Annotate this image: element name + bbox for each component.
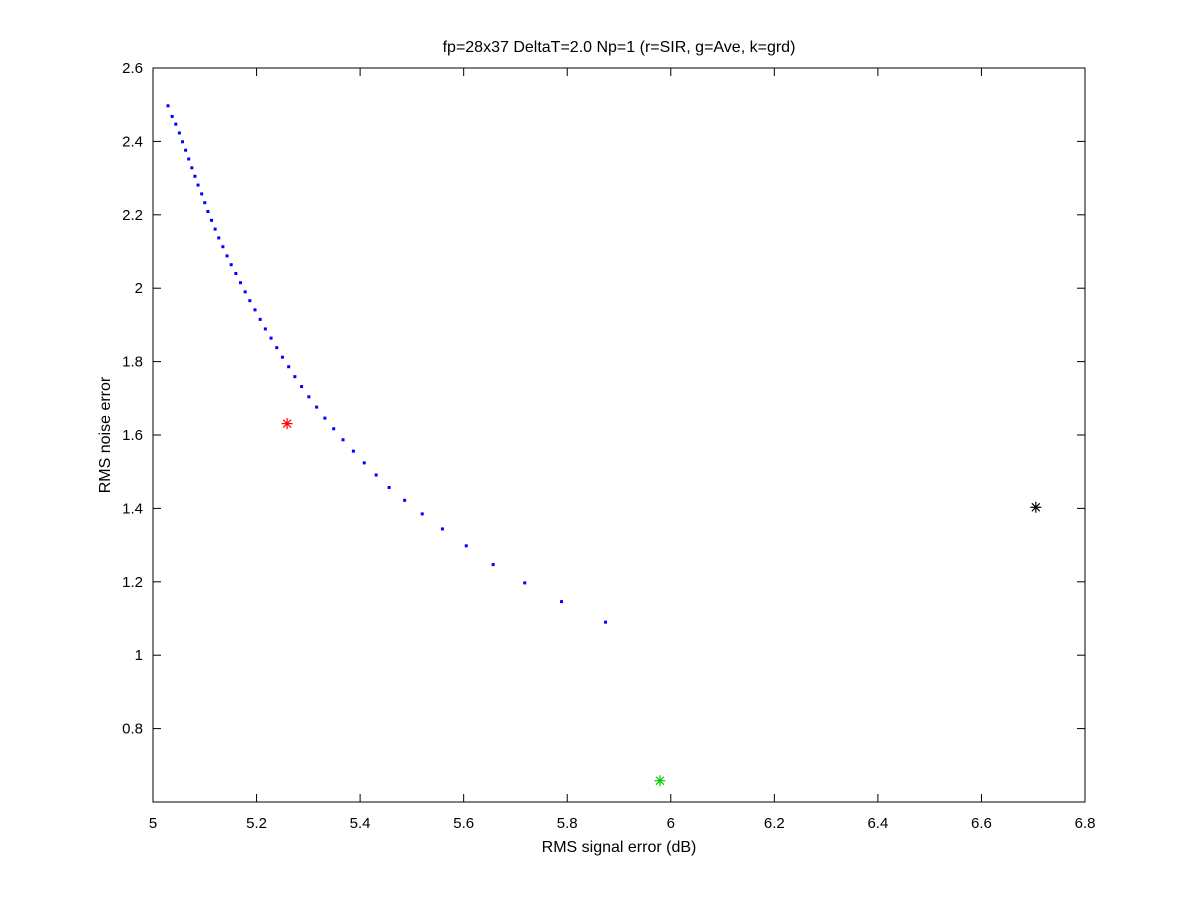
x-tick-label: 5.6 [453, 815, 474, 832]
x-tick-label: 6.6 [971, 815, 992, 832]
data-point [315, 405, 319, 409]
data-point [280, 355, 284, 359]
y-tick-label: 2.6 [122, 60, 143, 77]
data-point [293, 375, 297, 379]
y-tick-label: 1.4 [122, 500, 143, 517]
data-point [263, 327, 267, 331]
data-point [307, 395, 311, 399]
data-point [420, 512, 424, 516]
data-point [170, 114, 174, 118]
data-point [234, 272, 238, 276]
data-point [258, 317, 262, 321]
data-point [560, 600, 564, 604]
data-point [187, 157, 191, 161]
data-point [196, 183, 200, 187]
x-tick-label: 6.2 [764, 815, 785, 832]
data-point [190, 166, 194, 170]
star-marker [281, 418, 293, 430]
data-point [239, 281, 243, 285]
y-tick-label: 2 [135, 280, 143, 297]
data-point [403, 498, 407, 502]
x-tick-label: 5.4 [350, 815, 371, 832]
data-point [206, 209, 210, 213]
y-tick-label: 1.2 [122, 574, 143, 591]
data-point [491, 563, 495, 567]
data-point [166, 104, 170, 108]
data-point [225, 254, 229, 258]
data-point [341, 438, 345, 442]
x-tick-label: 5.2 [246, 815, 267, 832]
data-point [351, 449, 355, 453]
data-point [362, 461, 366, 465]
data-point [213, 227, 217, 231]
y-tick-label: 1 [135, 647, 143, 664]
data-point [523, 581, 527, 585]
data-point [248, 299, 252, 303]
data-point [217, 236, 221, 240]
data-point [269, 336, 273, 340]
x-tick-label: 5 [149, 815, 157, 832]
data-point [464, 544, 468, 548]
plot-area [152, 67, 1086, 803]
star-marker [1030, 501, 1042, 513]
x-tick-label: 6.8 [1075, 815, 1096, 832]
data-point [374, 473, 378, 477]
data-point [229, 263, 233, 267]
data-point [275, 346, 279, 350]
x-axis-label: RMS signal error (dB) [542, 839, 697, 856]
data-point [177, 131, 181, 135]
star-marker [654, 775, 666, 787]
data-point [210, 218, 214, 222]
data-point [253, 308, 257, 312]
y-tick-label: 2.4 [122, 133, 143, 150]
data-marks [166, 104, 1042, 787]
x-tick-label: 6 [667, 815, 675, 832]
x-tick-label: 6.4 [867, 815, 888, 832]
data-point [440, 527, 444, 531]
y-tick-label: 1.8 [122, 354, 143, 371]
data-point [604, 620, 608, 624]
y-tick-label: 2.2 [122, 207, 143, 224]
y-axis-label: RMS noise error [97, 376, 114, 493]
data-point [193, 174, 197, 178]
data-point [387, 485, 391, 489]
data-point [181, 140, 185, 144]
data-point [300, 385, 304, 389]
data-point [243, 290, 247, 294]
axis-ticks: 5 5.2 5.4 5.6 5.8 6 6.2 6.4 6.6 6.8 0.8 1 1.2 1.4 1.6 1… [122, 60, 1095, 832]
data-point [323, 416, 327, 420]
data-point [203, 201, 207, 205]
chart-title: fp=28x37 DeltaT=2.0 Np=1 (r=SIR, g=Ave, … [443, 39, 796, 56]
y-tick-label: 0.8 [122, 721, 143, 738]
data-point [200, 192, 204, 196]
data-point [221, 245, 225, 249]
x-tick-label: 5.8 [557, 815, 578, 832]
data-point [332, 427, 336, 431]
data-point [184, 148, 188, 152]
y-tick-label: 1.6 [122, 427, 143, 444]
data-point [287, 365, 291, 369]
data-point [174, 122, 178, 126]
